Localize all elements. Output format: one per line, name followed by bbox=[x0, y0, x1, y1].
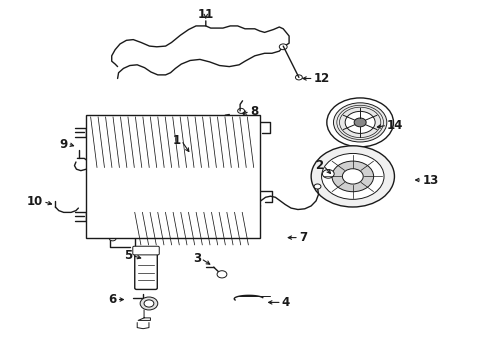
Circle shape bbox=[140, 297, 158, 310]
Circle shape bbox=[354, 118, 366, 127]
Text: 1: 1 bbox=[173, 134, 181, 147]
Circle shape bbox=[217, 271, 227, 278]
FancyBboxPatch shape bbox=[135, 252, 157, 289]
FancyBboxPatch shape bbox=[133, 246, 159, 255]
Circle shape bbox=[314, 184, 321, 189]
Circle shape bbox=[254, 203, 261, 208]
Circle shape bbox=[279, 44, 287, 50]
Text: 10: 10 bbox=[27, 195, 43, 208]
Text: 6: 6 bbox=[108, 293, 117, 306]
Text: 13: 13 bbox=[422, 174, 439, 186]
Text: 12: 12 bbox=[314, 72, 330, 85]
Text: 3: 3 bbox=[193, 252, 201, 265]
Circle shape bbox=[295, 75, 302, 80]
Text: 2: 2 bbox=[315, 159, 323, 172]
Circle shape bbox=[343, 169, 363, 184]
Bar bbox=[86, 115, 260, 238]
Circle shape bbox=[109, 236, 116, 241]
Text: 4: 4 bbox=[282, 296, 290, 309]
Circle shape bbox=[334, 103, 387, 142]
Circle shape bbox=[345, 111, 375, 134]
Circle shape bbox=[144, 300, 154, 307]
Circle shape bbox=[322, 170, 334, 178]
Circle shape bbox=[332, 161, 373, 192]
Text: 8: 8 bbox=[250, 105, 258, 118]
Circle shape bbox=[139, 231, 146, 237]
Text: 11: 11 bbox=[197, 8, 214, 21]
Text: 7: 7 bbox=[299, 231, 307, 244]
Circle shape bbox=[311, 146, 394, 207]
Circle shape bbox=[321, 153, 384, 199]
Circle shape bbox=[327, 98, 393, 147]
Text: 9: 9 bbox=[59, 138, 68, 150]
Text: 5: 5 bbox=[124, 249, 132, 262]
Text: 14: 14 bbox=[387, 119, 403, 132]
Circle shape bbox=[238, 108, 245, 113]
